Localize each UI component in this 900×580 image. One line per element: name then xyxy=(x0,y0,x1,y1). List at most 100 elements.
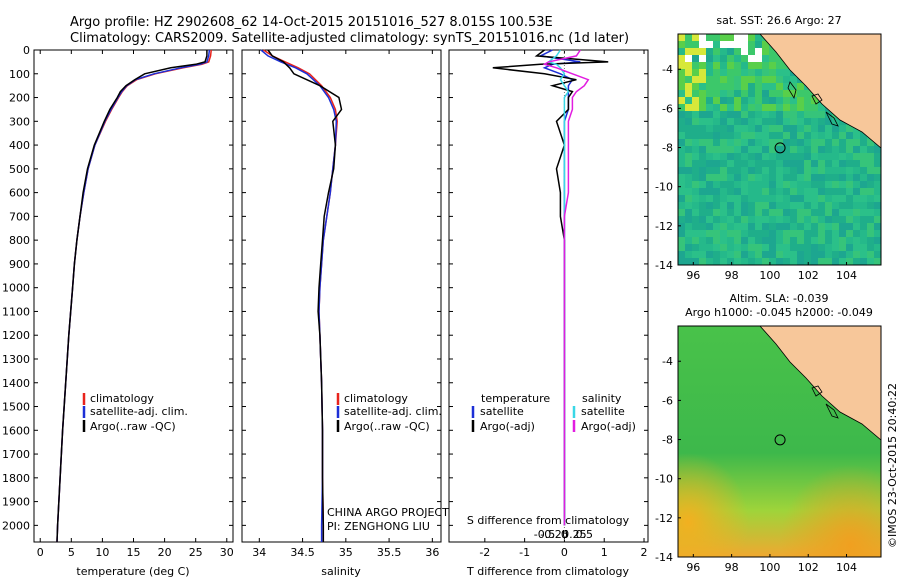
sst-pixel xyxy=(685,174,692,181)
sst-pixel xyxy=(727,34,734,41)
sst-pixel xyxy=(692,216,699,223)
sst-map-title: sat. SST: 26.6 Argo: 27 xyxy=(716,14,841,27)
sst-pixel xyxy=(748,181,755,188)
sst-pixel xyxy=(804,202,811,209)
sst-pixel xyxy=(832,125,839,132)
sst-pixel xyxy=(860,146,867,153)
sst-pixel xyxy=(713,104,720,111)
sst-pixel xyxy=(811,230,818,237)
sst-pixel xyxy=(839,153,846,160)
difference-xlabel: T difference from climatology xyxy=(466,565,629,578)
sst-pixel xyxy=(839,230,846,237)
project-annotation: CHINA ARGO PROJECT xyxy=(327,506,449,519)
sst-pixel xyxy=(699,34,706,41)
y-tick-label: 0 xyxy=(23,44,30,57)
sst-land xyxy=(759,34,881,149)
map-y-tick-label: -14 xyxy=(655,551,673,564)
sst-pixel xyxy=(727,55,734,62)
sst-pixel xyxy=(706,76,713,83)
sst-pixel xyxy=(762,202,769,209)
sst-pixel xyxy=(755,167,762,174)
sst-pixel xyxy=(797,188,804,195)
sst-pixel xyxy=(776,146,783,153)
sst-pixel xyxy=(734,118,741,125)
sst-pixel xyxy=(860,202,867,209)
sst-pixel xyxy=(776,230,783,237)
sst-pixel xyxy=(699,111,706,118)
sst-pixel xyxy=(755,34,762,41)
sst-pixel xyxy=(832,195,839,202)
sst-pixel xyxy=(692,62,699,69)
sst-pixel xyxy=(853,181,860,188)
sst-pixel xyxy=(678,118,685,125)
sst-pixel xyxy=(692,146,699,153)
sst-pixel xyxy=(699,195,706,202)
sst-pixel xyxy=(713,111,720,118)
sst-pixel xyxy=(804,153,811,160)
sst-pixel xyxy=(727,181,734,188)
sst-pixel xyxy=(860,160,867,167)
sst-pixel xyxy=(846,230,853,237)
sst-pixel xyxy=(818,251,825,258)
sst-pixel xyxy=(734,146,741,153)
sst-pixel xyxy=(825,209,832,216)
sst-pixel xyxy=(762,90,769,97)
sst-pixel xyxy=(699,223,706,230)
sst-pixel xyxy=(790,139,797,146)
map-y-tick-label: -4 xyxy=(662,355,673,368)
sst-pixel xyxy=(846,251,853,258)
sst-pixel xyxy=(818,188,825,195)
sst-pixel xyxy=(825,258,832,265)
sst-pixel xyxy=(755,244,762,251)
sst-pixel xyxy=(762,188,769,195)
sst-pixel xyxy=(755,83,762,90)
sst-pixel xyxy=(727,111,734,118)
sst-pixel xyxy=(776,160,783,167)
sst-pixel xyxy=(839,258,846,265)
sst-pixel xyxy=(734,153,741,160)
sst-pixel xyxy=(713,195,720,202)
sst-pixel xyxy=(755,188,762,195)
sst-pixel xyxy=(839,244,846,251)
sst-pixel xyxy=(748,55,755,62)
map-y-tick-label: -8 xyxy=(662,142,673,155)
sst-pixel xyxy=(762,181,769,188)
y-tick-label: 1000 xyxy=(2,282,30,295)
sst-pixel xyxy=(720,41,727,48)
sst-pixel xyxy=(769,153,776,160)
sst-pixel xyxy=(734,251,741,258)
y-tick-label: 1200 xyxy=(2,329,30,342)
sst-pixel xyxy=(762,153,769,160)
sst-pixel xyxy=(776,118,783,125)
sst-pixel xyxy=(783,153,790,160)
sst-pixel xyxy=(734,237,741,244)
sst-pixel xyxy=(846,153,853,160)
sst-pixel xyxy=(727,62,734,69)
sst-pixel xyxy=(727,104,734,111)
sst-pixel xyxy=(776,209,783,216)
sst-pixel xyxy=(720,62,727,69)
sst-pixel xyxy=(804,90,811,97)
series-line xyxy=(56,50,208,543)
argo-position-marker xyxy=(774,434,786,446)
sst-pixel xyxy=(839,181,846,188)
s-tick-label: 0.5 xyxy=(576,528,594,541)
sst-pixel xyxy=(748,209,755,216)
sst-pixel xyxy=(734,125,741,132)
sst-pixel xyxy=(860,244,867,251)
sst-pixel xyxy=(713,258,720,265)
sst-pixel xyxy=(853,258,860,265)
sst-pixel xyxy=(748,76,755,83)
sst-pixel xyxy=(678,69,685,76)
sst-pixel xyxy=(783,118,790,125)
sst-pixel xyxy=(874,174,881,181)
sst-island xyxy=(825,111,839,127)
sst-pixel xyxy=(678,216,685,223)
sst-pixel xyxy=(825,118,832,125)
sst-pixel xyxy=(755,237,762,244)
sst-pixel xyxy=(874,146,881,153)
sst-pixel xyxy=(727,118,734,125)
legend-label: satellite-adj. clim. xyxy=(90,405,188,418)
sst-pixel xyxy=(741,69,748,76)
sst-pixel xyxy=(832,209,839,216)
